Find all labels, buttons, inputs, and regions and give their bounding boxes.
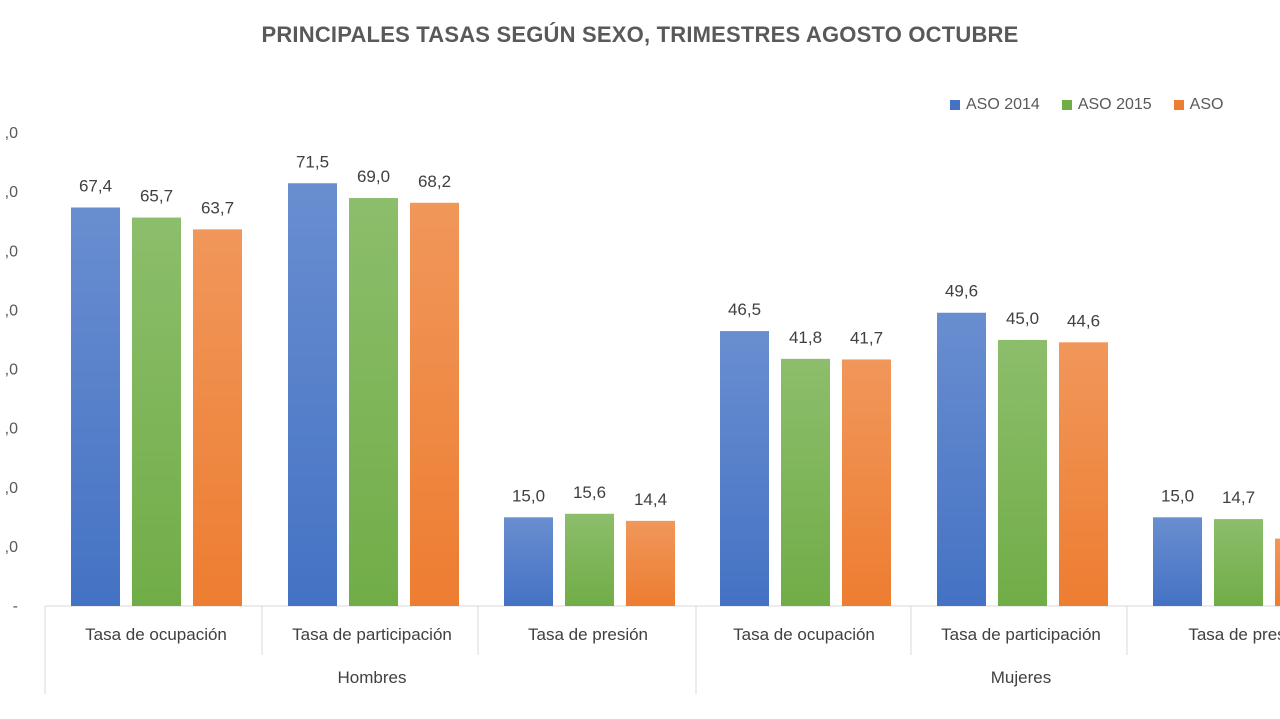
category-label: Tasa de presión [528,625,648,644]
bar [720,331,769,606]
data-label: 67,4 [79,176,112,195]
legend-label: ASO 2015 [1077,96,1152,113]
data-label: 14,7 [1222,488,1255,507]
legend-label: ASO [1189,96,1224,113]
bar [842,359,891,606]
data-label: 63,7 [201,198,234,217]
data-label: 14,4 [634,490,667,509]
bar [565,513,614,606]
data-label: 65,7 [140,187,173,206]
bar [626,520,675,606]
data-label: 45,0 [1006,309,1039,328]
chart-title: PRINCIPALES TASAS SEGÚN SEXO, TRIMESTRES… [261,22,1019,47]
legend-label: ASO 2014 [966,96,1040,113]
data-label: 15,6 [573,483,606,502]
data-label: 41,8 [789,328,822,347]
legend-item-0: ASO 2014 [950,96,1040,114]
category-label: Tasa de participación [292,625,452,644]
legend-swatch [1061,100,1072,110]
bar [1214,519,1263,606]
bar [1153,517,1202,606]
y-tick-label: ,0 [5,125,18,142]
bar [71,207,120,606]
data-label: 71,5 [296,152,329,171]
legend-swatch [1173,100,1184,110]
y-tick-label: ,0 [5,421,18,438]
bar [937,312,986,606]
legend-item-2: ASO [1173,96,1224,114]
category-label: Tasa de ocupación [85,625,227,644]
y-tick-label: ,0 [5,539,18,556]
group-label: Hombres [338,668,407,687]
bar [998,339,1047,606]
data-label: 41,7 [850,328,883,347]
bar [132,217,181,606]
legend-item-1: ASO 2015 [1061,96,1152,114]
data-label: 15,0 [512,486,545,505]
bar [1275,538,1280,606]
bar [781,358,830,606]
bar [193,229,242,606]
bar [1059,342,1108,606]
data-label: 46,5 [728,300,761,319]
data-label: 15,0 [1161,486,1194,505]
data-label: 69,0 [357,167,390,186]
legend: ASO 2014 ASO 2015 ASO [950,96,1223,114]
legend-swatch [950,100,960,110]
y-tick-label: ,0 [5,243,18,260]
data-label: 44,6 [1067,311,1100,330]
data-label: 68,2 [418,172,451,191]
bar [504,517,553,606]
data-label: 49,6 [945,282,978,301]
y-tick-label: ,0 [5,302,18,319]
y-tick-label: ,0 [5,480,18,497]
y-tick-label: ,0 [5,184,18,201]
y-tick-label: - [13,598,18,615]
bar [410,202,459,606]
group-label: Mujeres [991,668,1051,687]
y-tick-label: ,0 [5,362,18,379]
category-label: Tasa de participación [941,625,1101,644]
category-label: Tasa de pres [1188,625,1280,644]
bar [288,183,337,606]
bar [349,198,398,606]
category-label: Tasa de ocupación [733,625,875,644]
